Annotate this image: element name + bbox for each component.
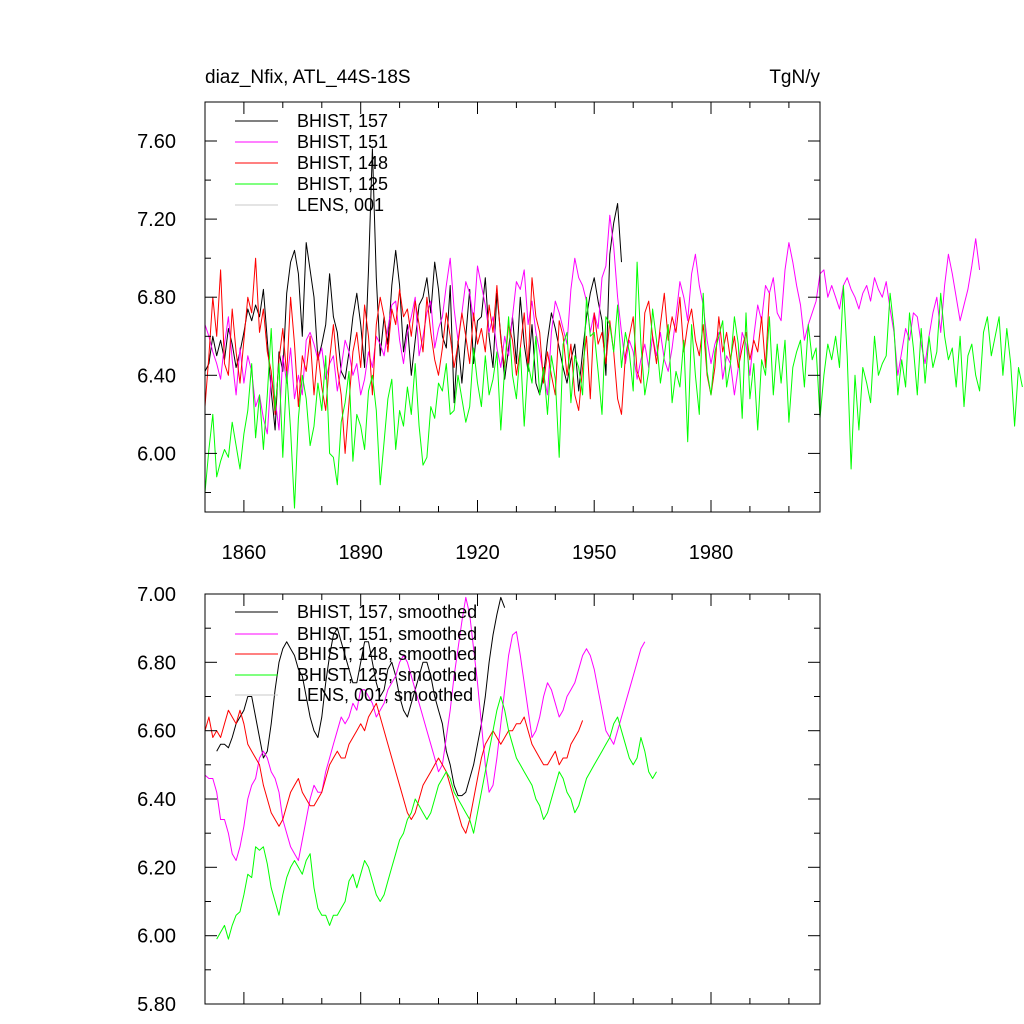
legend-entry: LENS, 001 [235,195,384,215]
tick-layer: 1860 1890 1920 1950 1980 6.00 6.40 6.80 7.20 7.60 [137,101,820,564]
top-panel: diaz_Nfix, ATL_44S-18S TgN/y 1860 1890 192… [137,67,1023,564]
legend: BHIST, 157 BHIST, 151 BHIST, 148 BHIST, … [235,111,388,215]
series-layer [204,148,1023,509]
plot-frame [204,593,821,1005]
legend-entry: BHIST, 148, smoothed [235,644,477,664]
legend-label: BHIST, 148 [297,153,388,173]
legend-entry: BHIST, 151, smoothed [235,624,477,644]
x-tick-label: 1980 [689,542,734,564]
series-line [204,702,584,834]
panel-title: diaz_Nfix, ATL_44S-18S [205,67,411,88]
series-line [204,214,981,435]
panel-units: TgN/y [769,67,820,88]
x-tick-label: 1950 [572,542,617,564]
y-tick-label: 6.40 [137,789,176,811]
x-tick-label: 1920 [455,542,500,564]
series-line [204,148,622,431]
y-tick-label: 6.80 [137,652,176,674]
legend-entry: BHIST, 151 [235,132,388,152]
legend: BHIST, 157, smoothed BHIST, 151, smoothe… [235,602,477,705]
tick-layer: 5.80 6.00 6.20 6.40 6.60 6.80 7.00 [137,584,820,1016]
y-tick-label: 5.80 [137,994,176,1016]
legend-entry: BHIST, 157 [235,111,388,131]
series-line [204,596,646,861]
legend-label: LENS, 001, smoothed [297,685,473,705]
y-tick-label: 6.80 [137,287,176,309]
legend-label: BHIST, 125, smoothed [297,665,477,685]
y-tick-label: 7.60 [137,131,176,153]
y-tick-label: 6.60 [137,721,176,743]
legend-label: LENS, 001 [297,195,384,215]
legend-entry: BHIST, 125, smoothed [235,665,477,685]
bottom-panel: 5.80 6.00 6.20 6.40 6.60 6.80 7.00 BHIST, 157,… [137,584,821,1016]
legend-label: BHIST, 148, smoothed [297,644,477,664]
series-line [204,257,770,454]
y-tick-label: 7.20 [137,209,176,231]
series-layer [204,596,657,940]
series-line [216,696,657,940]
legend-entry: LENS, 001, smoothed [235,685,473,705]
series-line [216,596,506,797]
legend-label: BHIST, 157 [297,111,388,131]
x-tick-label: 1890 [338,542,383,564]
legend-label: BHIST, 151, smoothed [297,624,477,644]
plot-frame [204,101,821,513]
y-tick-label: 6.00 [137,926,176,948]
legend-label: BHIST, 157, smoothed [297,602,477,622]
x-tick-label: 1860 [222,542,267,564]
y-tick-label: 6.40 [137,365,176,387]
legend-label: BHIST, 125 [297,174,388,194]
legend-label: BHIST, 151 [297,132,388,152]
series-line [204,261,1023,509]
y-tick-label: 6.20 [137,857,176,879]
legend-entry: BHIST, 148 [235,153,388,173]
legend-entry: BHIST, 157, smoothed [235,602,477,622]
legend-entry: BHIST, 125 [235,174,388,194]
y-tick-label: 7.00 [137,584,176,606]
y-tick-label: 6.00 [137,443,176,465]
